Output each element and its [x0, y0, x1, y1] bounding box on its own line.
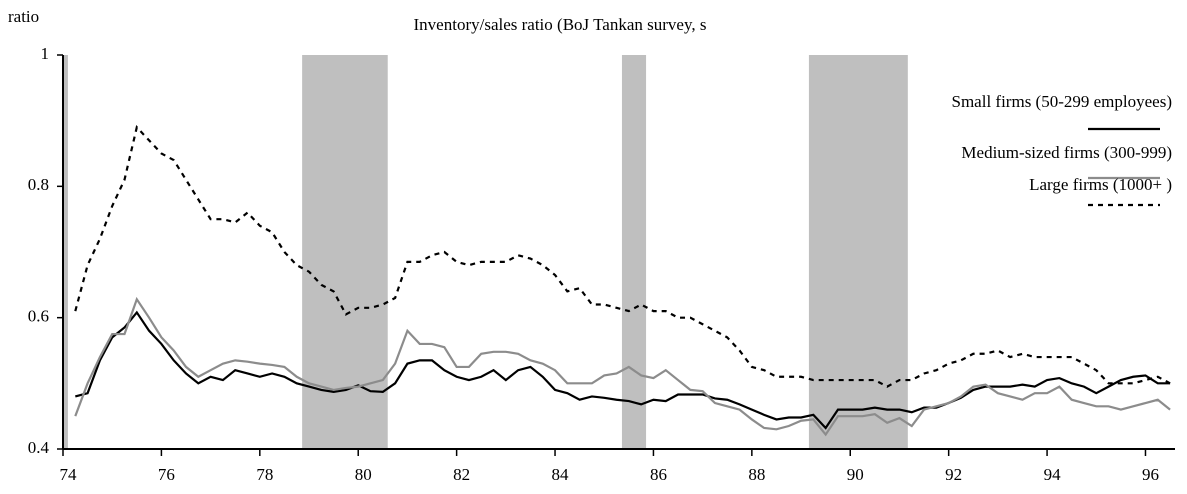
- x-tick-label: 78: [256, 465, 273, 484]
- x-tick-label: 74: [60, 465, 78, 484]
- x-tick-label: 88: [748, 465, 765, 484]
- legend-label: Large firms (1000+ ): [1029, 175, 1172, 194]
- x-tick-label: 96: [1142, 465, 1159, 484]
- series-line: [74, 296, 1171, 437]
- shaded-period: [808, 55, 908, 449]
- x-tick-label: 76: [158, 465, 175, 484]
- x-tick-label: 84: [552, 465, 570, 484]
- shaded-period: [621, 55, 647, 449]
- y-tick-label: 0.8: [28, 175, 49, 194]
- x-tick-label: 80: [355, 465, 372, 484]
- chart-title: Inventory/sales ratio (BoJ Tankan survey…: [414, 15, 707, 34]
- y-tick-label: 0.4: [28, 438, 50, 457]
- legend-label: Medium-sized firms (300-999): [961, 143, 1172, 162]
- x-tick-label: 92: [945, 465, 962, 484]
- x-tick-label: 94: [1044, 465, 1062, 484]
- legend-label: Small firms (50-299 employees): [952, 92, 1173, 111]
- shaded-period: [63, 55, 68, 449]
- x-tick-label: 90: [847, 465, 864, 484]
- x-tick-label: 86: [650, 465, 667, 484]
- y-axis-label: ratio: [8, 7, 39, 26]
- y-tick-label: 0.6: [28, 307, 49, 326]
- y-tick-label: 1: [41, 44, 50, 63]
- series-line: [74, 124, 1171, 388]
- x-tick-label: 82: [453, 465, 470, 484]
